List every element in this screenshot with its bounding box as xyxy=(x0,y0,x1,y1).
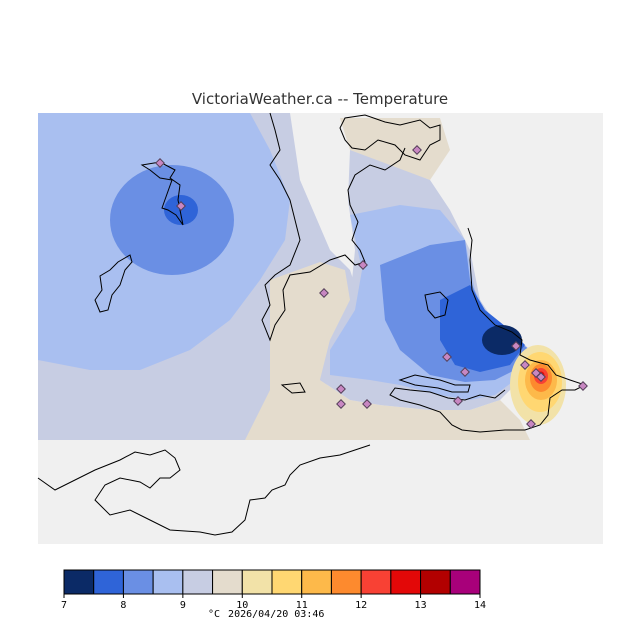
station-marker[interactable] xyxy=(536,372,546,382)
contour-10-10.5-north xyxy=(340,118,450,180)
legend-tick-label: 10 xyxy=(236,600,248,611)
coastlines xyxy=(37,112,587,536)
legend-swatch xyxy=(93,569,124,595)
lower-left-water xyxy=(38,440,245,544)
legend-ticks: 7 8 9 10 11 12 13 14 xyxy=(61,594,486,611)
legend-caption: °C 2026/04/20 03:46 xyxy=(208,609,332,620)
legend-tick-label: 14 xyxy=(474,600,486,611)
legend-units: °C xyxy=(208,609,221,620)
legend-swatch xyxy=(212,569,243,595)
station-marker[interactable] xyxy=(412,145,422,155)
legend-tick-label: 12 xyxy=(355,600,367,611)
legend-color-bar xyxy=(63,569,481,595)
coastline-south-islands xyxy=(398,374,471,393)
coastline-west-spit xyxy=(94,254,133,313)
station-marker[interactable] xyxy=(358,260,368,270)
station-marker[interactable] xyxy=(520,360,530,370)
station-marker[interactable] xyxy=(460,367,470,377)
contour-10-10.5-centre xyxy=(245,262,530,440)
station-marker[interactable] xyxy=(453,396,463,406)
station-marker[interactable] xyxy=(319,288,329,298)
legend-swatch xyxy=(63,569,95,595)
coastline-west-island xyxy=(140,161,184,226)
legend-tick-label: 7 xyxy=(61,600,67,611)
legend-swatch xyxy=(241,569,273,595)
station-marker[interactable] xyxy=(442,352,452,362)
legend-tick-label: 9 xyxy=(180,600,186,611)
coastline-small-island xyxy=(280,382,306,394)
station-marker[interactable] xyxy=(336,399,346,409)
temperature-contours xyxy=(38,113,566,544)
station-marker[interactable] xyxy=(362,399,372,409)
legend-tick-label: 13 xyxy=(415,600,427,611)
map-title: VictoriaWeather.ca -- Temperature xyxy=(191,90,449,108)
legend-tick-label: 11 xyxy=(296,600,308,611)
coastline-mainland-west xyxy=(261,112,406,342)
legend-swatch xyxy=(420,569,451,595)
station-marker[interactable] xyxy=(176,201,186,211)
legend-swatch xyxy=(330,569,362,595)
station-marker[interactable] xyxy=(578,381,588,391)
station-marker[interactable] xyxy=(526,419,536,429)
legend-swatch xyxy=(390,569,422,595)
legend-swatch xyxy=(122,569,154,595)
coastline-south xyxy=(37,444,371,536)
legend-swatch xyxy=(449,569,481,595)
coastline-east-peninsula xyxy=(389,227,587,433)
coastline-north-island xyxy=(339,114,441,161)
legend-tick-label: 8 xyxy=(120,600,126,611)
station-marker[interactable] xyxy=(511,341,521,351)
legend-swatch xyxy=(360,569,392,595)
legend-timestamp: 2026/04/20 03:46 xyxy=(228,609,325,620)
station-markers xyxy=(155,145,588,429)
station-marker[interactable] xyxy=(155,158,165,168)
legend-swatch xyxy=(301,569,332,595)
legend-swatch xyxy=(182,569,214,595)
station-marker[interactable] xyxy=(336,384,346,394)
legend-swatch xyxy=(271,569,303,595)
legend-swatch xyxy=(152,569,184,595)
coastline-centre-island xyxy=(424,291,449,319)
